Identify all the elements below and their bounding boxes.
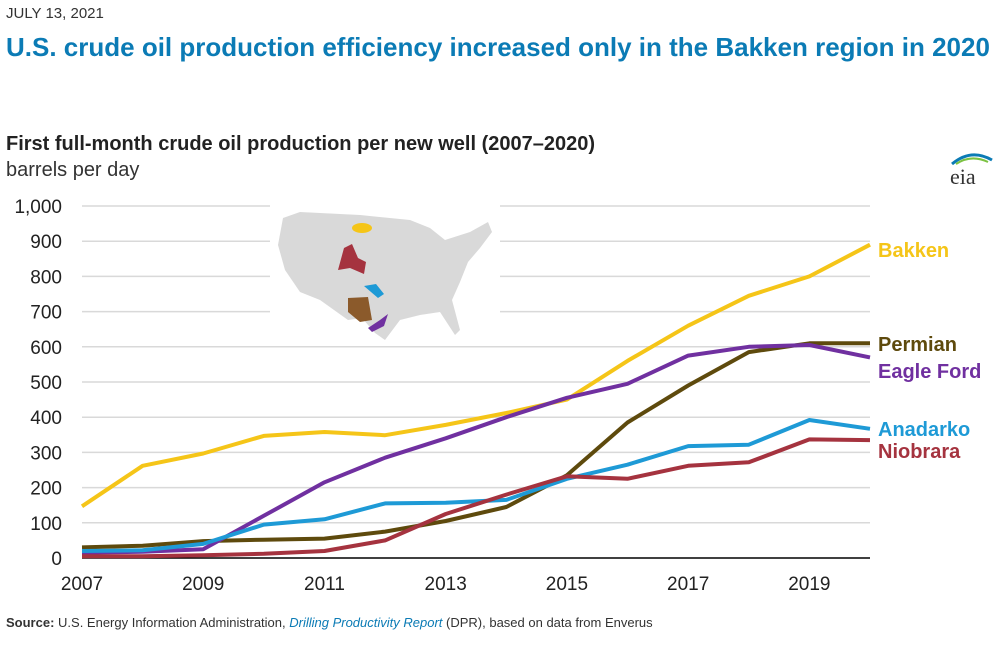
x-tick-label: 2019 [788,574,830,595]
y-tick-label: 800 [30,267,62,288]
x-tick-label: 2015 [546,574,588,595]
svg-text:eia: eia [950,164,976,188]
y-tick-label: 100 [30,514,62,535]
series-line-eagle-ford [81,343,871,555]
chart-title: First full-month crude oil production pe… [6,133,595,155]
permian-region [348,297,372,322]
x-tick-label: 2017 [667,574,709,595]
series-line-anadarko [81,418,871,553]
series-line-bakken [80,242,871,508]
line-chart: 0 100 200 300 400 500 600 700 800 900 1,000 2007 20… [14,197,981,595]
source-note: Source: U.S. Energy Information Administ… [6,615,653,630]
y-tick-label: 500 [30,373,62,394]
eia-logo: eia [950,153,993,188]
us-map-inset [270,205,500,345]
dpr-link[interactable]: Drilling Productivity Report [289,615,443,630]
date: JULY 13, 2021 [6,5,104,22]
y-tick-label: 1,000 [14,197,62,218]
y-tick-label: 900 [30,232,62,253]
x-tick-label: 2013 [425,574,467,595]
y-tick-label: 600 [30,338,62,359]
series-label-eagle-ford: Eagle Ford [878,361,981,383]
y-tick-label: 400 [30,408,62,429]
series-label-anadarko: Anadarko [878,419,970,441]
niobrara-region [338,244,366,274]
bakken-region [352,223,372,233]
y-axis-unit: barrels per day [6,159,140,181]
series-label-niobrara: Niobrara [878,441,961,463]
anadarko-region [364,284,384,298]
series-label-permian: Permian [878,334,957,356]
x-tick-label: 2009 [182,574,224,595]
y-tick-label: 300 [30,443,62,464]
y-tick-label: 200 [30,479,62,500]
y-tick-label: 0 [51,549,62,570]
us-map-outline [278,212,492,340]
series-label-bakken: Bakken [878,240,949,262]
x-tick-label: 2011 [304,574,345,595]
eagle-ford-region [368,314,388,332]
y-tick-label: 700 [30,303,62,324]
series-line-niobrara [82,437,871,559]
x-tick-label: 2007 [61,574,103,595]
headline: U.S. crude oil production efficiency inc… [6,32,990,62]
